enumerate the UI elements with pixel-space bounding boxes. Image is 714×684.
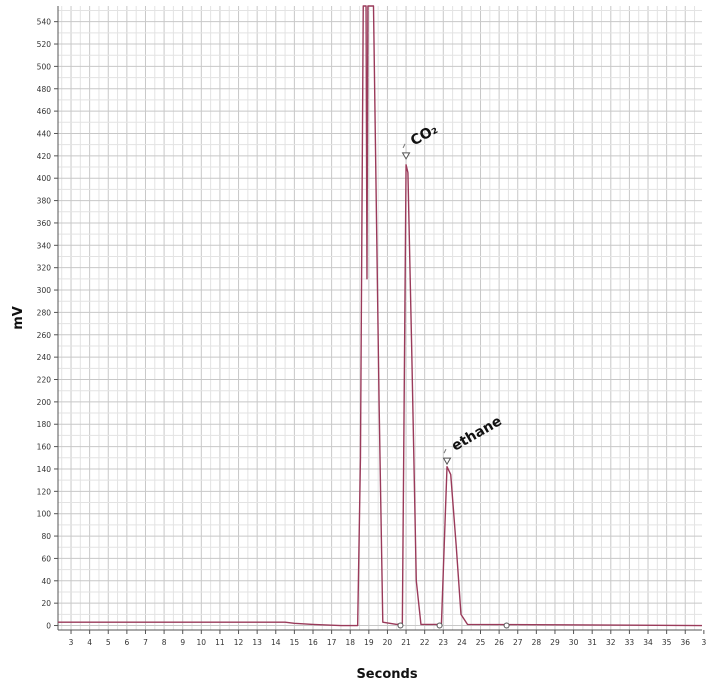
x-tick-label: 23: [439, 638, 449, 647]
x-tick-label: 11: [215, 638, 225, 647]
x-tick-label: 20: [383, 638, 393, 647]
x-tick-label: 31: [587, 638, 597, 647]
x-tick-label: 7: [143, 638, 148, 647]
axes: [57, 6, 702, 631]
y-tick-label: 60: [41, 554, 51, 563]
x-tick-label: 27: [513, 638, 523, 647]
x-tick-label: 4: [87, 638, 92, 647]
y-tick-label: 80: [41, 532, 51, 541]
x-tick-label: 26: [494, 638, 504, 647]
x-tick-label: 19: [364, 638, 374, 647]
x-axis-label: Seconds: [356, 667, 417, 682]
x-tick-label: 8: [162, 638, 167, 647]
y-tick-label: 220: [37, 376, 52, 385]
y-tick-label: 0: [46, 622, 51, 631]
x-tick-label: 30: [569, 638, 579, 647]
y-tick-label: 260: [37, 331, 52, 340]
y-tick-label: 120: [37, 487, 52, 496]
y-tick-label: 420: [37, 152, 52, 161]
x-tick-label: 24: [457, 638, 467, 647]
y-tick-label: 340: [37, 241, 52, 250]
series-line: [58, 5, 703, 627]
x-tick-label: 12: [234, 638, 244, 647]
y-tick-label: 180: [37, 420, 52, 429]
x-tick-label: 36: [680, 638, 690, 647]
peak-label: ethane: [449, 413, 505, 454]
x-tick-label: 32: [606, 638, 616, 647]
x-tick-label: 35: [662, 638, 672, 647]
x-tick-label: 6: [124, 638, 129, 647]
x-tick-label: 34: [643, 638, 653, 647]
baseline-marker: [436, 622, 443, 629]
baseline-marker: [397, 622, 404, 629]
x-tick-label: 29: [550, 638, 560, 647]
x-tick-label: 5: [106, 638, 111, 647]
y-tick-label: 140: [37, 465, 52, 474]
peak-marker: [401, 152, 411, 160]
series-layer: [58, 5, 703, 627]
y-axis-label: mV: [11, 306, 26, 330]
x-tick-label: 25: [476, 638, 486, 647]
peak-marker: [442, 457, 452, 466]
y-tick-label: 320: [37, 264, 52, 273]
y-tick-label: 460: [37, 107, 52, 116]
x-tick-labels: 3 4 5 6 7 8 9 10 11 12 13 14 15 16 17 18 19 20 21 22 23 24 25 2…: [69, 630, 706, 647]
y-tick-label: 480: [37, 85, 52, 94]
x-tick-label: 14: [271, 638, 281, 647]
x-tick-label: 13: [252, 638, 262, 647]
y-tick-label: 240: [37, 353, 52, 362]
y-tick-label: 280: [37, 308, 52, 317]
y-tick-label: 160: [37, 443, 52, 452]
x-tick-label: 17: [327, 638, 337, 647]
x-tick-label: 3: [701, 638, 706, 647]
x-tick-label: 10: [197, 638, 207, 647]
grid-lines: [58, 6, 702, 630]
x-tick-label: 15: [290, 638, 300, 647]
y-tick-label: 20: [41, 599, 51, 608]
x-tick-label: 33: [625, 638, 635, 647]
peak-tick: [443, 448, 447, 454]
y-tick-label: 520: [37, 40, 52, 49]
y-tick-label: 500: [37, 62, 52, 71]
y-tick-label: 360: [37, 219, 52, 228]
y-tick-label: 380: [37, 197, 52, 206]
y-tick-label: 440: [37, 129, 52, 138]
y-tick-labels: 0 20 40 60 80 100 120 140 160 180 200 220 240 260 280 3…: [37, 18, 58, 631]
x-tick-label: 16: [308, 638, 318, 647]
x-tick-label: 9: [180, 638, 185, 647]
y-tick-label: 40: [41, 577, 51, 586]
x-tick-label: 21: [401, 638, 411, 647]
y-tick-label: 540: [37, 18, 52, 27]
y-tick-label: 300: [37, 286, 52, 295]
x-tick-label: 28: [532, 638, 542, 647]
y-tick-label: 200: [37, 398, 52, 407]
y-tick-label: 100: [37, 510, 52, 519]
baseline-marker: [503, 622, 510, 629]
x-tick-label: 3: [69, 638, 74, 647]
x-tick-label: 18: [345, 638, 355, 647]
x-tick-label: 22: [420, 638, 430, 647]
y-tick-label: 400: [37, 174, 52, 183]
peak-tick: [402, 143, 406, 149]
